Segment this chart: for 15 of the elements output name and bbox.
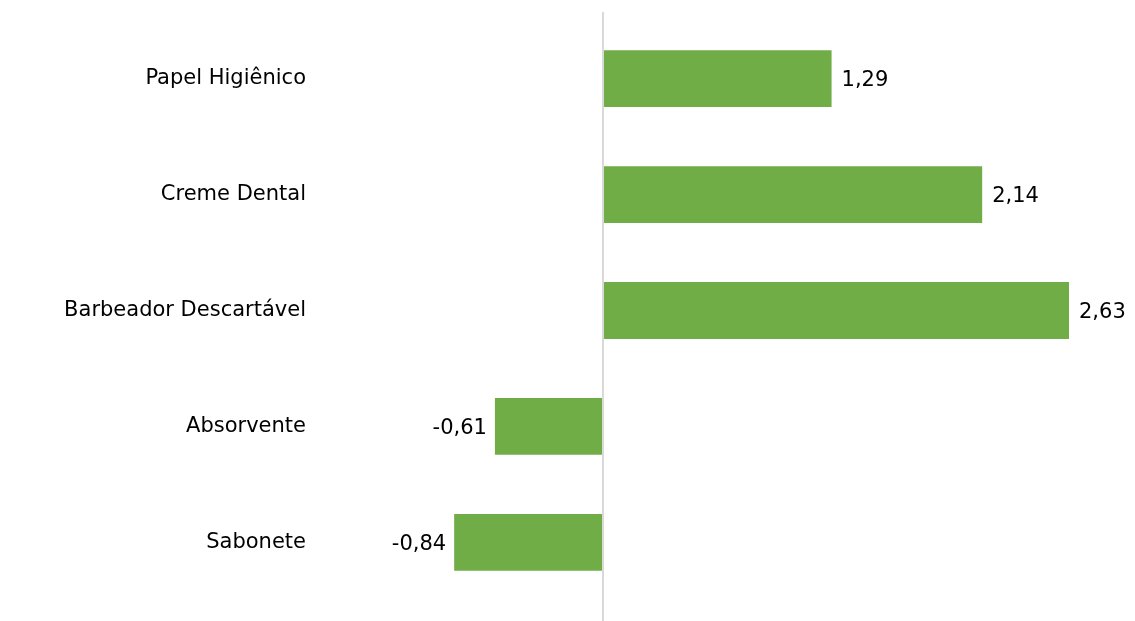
bar xyxy=(603,282,1069,339)
y-tick-label: Absorvente xyxy=(186,412,306,437)
bar xyxy=(603,166,983,223)
y-tick-label: Papel Higiênico xyxy=(145,65,306,90)
y-tick-label: Creme Dental xyxy=(160,180,306,205)
y-tick-label: Barbeador Descartável xyxy=(64,296,306,321)
data-label: -0,61 xyxy=(432,414,487,439)
data-label: 2,63 xyxy=(1079,298,1126,323)
bar xyxy=(454,514,603,571)
data-label: 1,29 xyxy=(841,67,889,92)
data-label: 2,14 xyxy=(992,182,1039,207)
y-tick-label: Sabonete xyxy=(206,528,306,553)
data-label: -0,84 xyxy=(391,530,447,555)
bar xyxy=(494,398,603,455)
bar xyxy=(603,50,832,107)
